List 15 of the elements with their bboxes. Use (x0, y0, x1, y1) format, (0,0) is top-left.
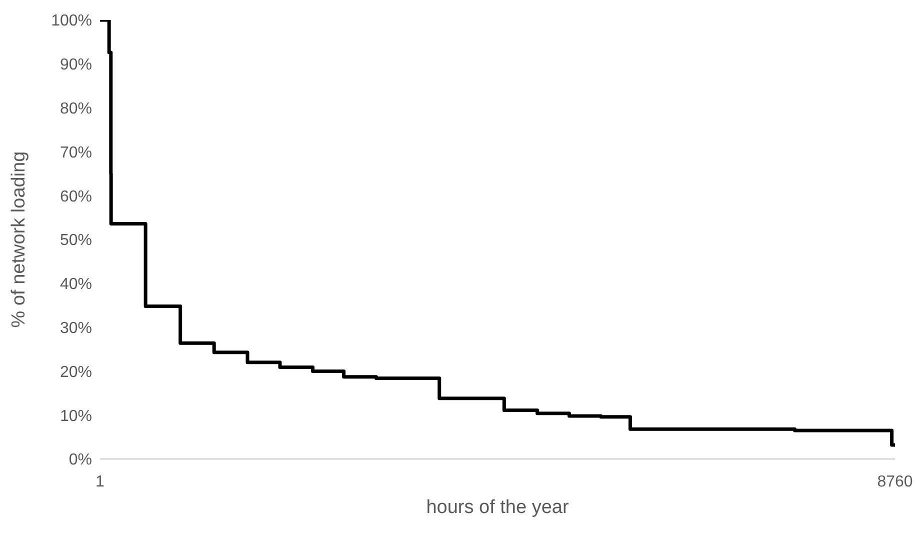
y-tick-label: 100% (51, 12, 92, 30)
x-axis-title: hours of the year (426, 497, 570, 518)
y-tick-label: 40% (60, 276, 92, 294)
y-tick-label: 90% (60, 56, 92, 74)
x-tick-label: 1 (96, 473, 105, 490)
y-tick-label: 10% (60, 408, 92, 425)
y-tick-label: 20% (60, 364, 92, 381)
y-axis-title: % of network loading (8, 151, 30, 328)
x-tick-label: 8760 (877, 473, 913, 490)
y-tick-label: 30% (60, 320, 92, 337)
y-tick-label: 50% (60, 232, 92, 250)
y-tick-label: 70% (60, 144, 92, 162)
y-tick-label: 0% (68, 452, 92, 469)
y-tick-label: 80% (60, 100, 92, 118)
y-tick-label: 60% (60, 188, 92, 206)
